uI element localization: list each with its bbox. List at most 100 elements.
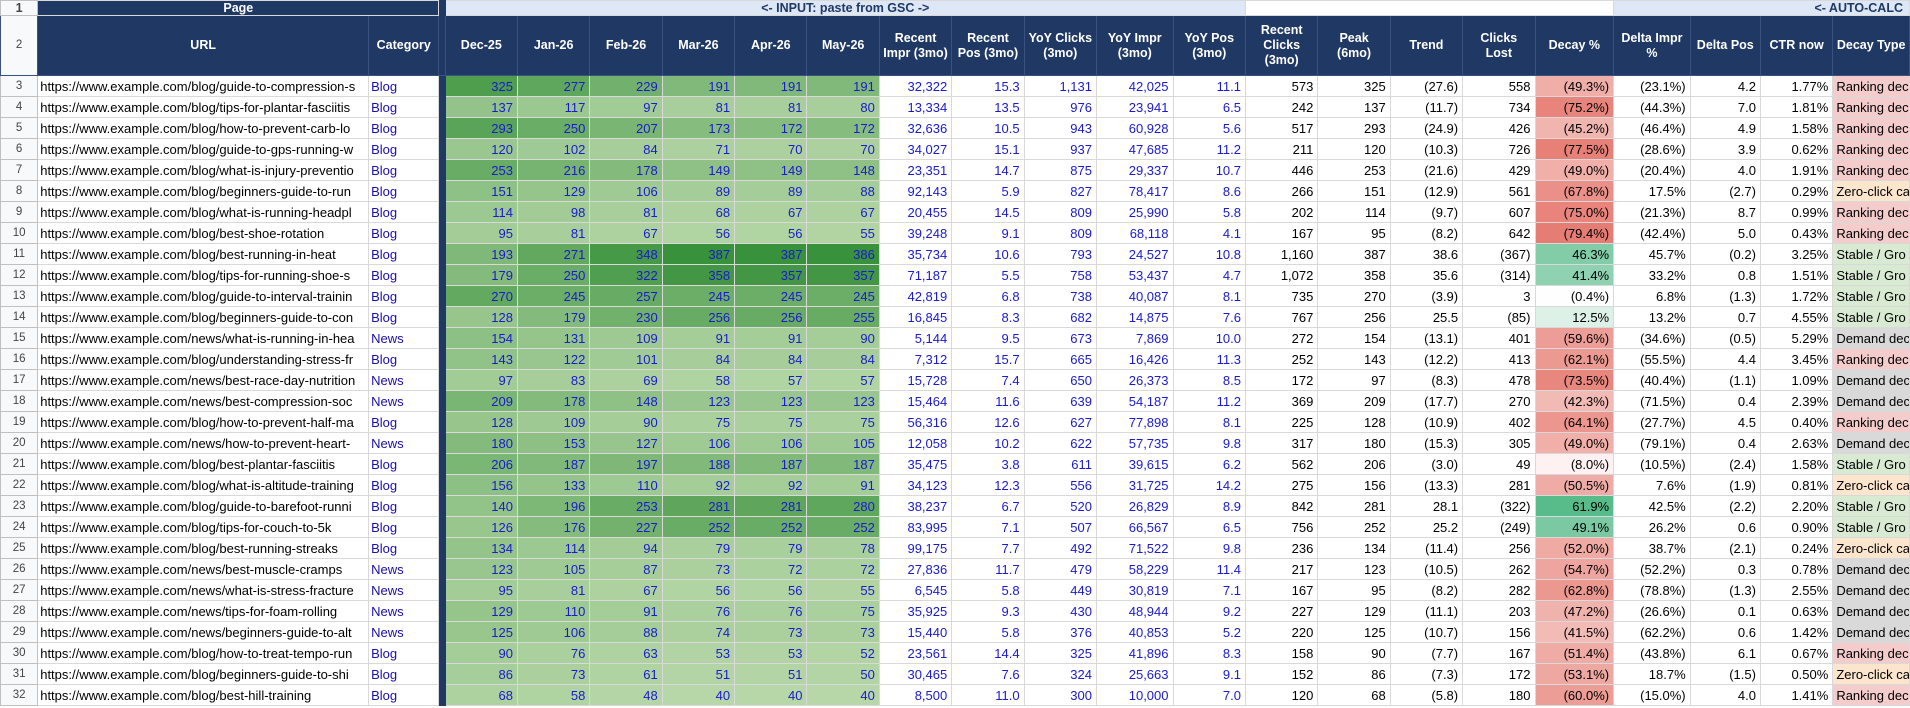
calc-tr-cell[interactable]: (11.1)	[1389, 600, 1464, 622]
month-clicks-cell[interactable]: 56	[734, 222, 808, 244]
month-clicks-cell[interactable]: 92	[734, 474, 808, 496]
input-rp-cell[interactable]: 15.7	[951, 348, 1025, 370]
calc-tr-cell[interactable]: 25.2	[1389, 516, 1464, 538]
month-clicks-cell[interactable]: 134	[444, 537, 518, 559]
decay-type-cell[interactable]: Ranking dec	[1832, 138, 1910, 160]
calc-ctr-cell[interactable]: 2.55%	[1759, 579, 1834, 601]
month-clicks-cell[interactable]: 180	[444, 432, 518, 454]
decay-percent-cell[interactable]: (52.0%)	[1534, 537, 1615, 559]
month-clicks-cell[interactable]: 67	[734, 201, 808, 223]
calc-cl-cell[interactable]: 429	[1462, 159, 1536, 181]
decay-type-cell[interactable]: Zero-click ca	[1832, 537, 1910, 559]
month-clicks-cell[interactable]: 109	[516, 411, 591, 433]
calc-dpos-cell[interactable]: 3.9	[1689, 138, 1761, 160]
category-cell[interactable]: Blog	[368, 264, 440, 286]
month-clicks-cell[interactable]: 229	[589, 75, 663, 97]
month-clicks-cell[interactable]: 129	[444, 600, 518, 622]
category-cell[interactable]: Blog	[368, 222, 440, 244]
input-rp-cell[interactable]: 8.3	[951, 306, 1025, 328]
input-rp-cell[interactable]: 6.7	[951, 495, 1025, 517]
month-clicks-cell[interactable]: 73	[661, 558, 736, 580]
decay-percent-cell[interactable]: (79.4%)	[1534, 222, 1615, 244]
input-rp-cell[interactable]: 6.8	[951, 285, 1025, 307]
input-ri-cell[interactable]: 20,455	[878, 201, 953, 223]
row-number[interactable]: 1	[0, 0, 39, 16]
input-rp-cell[interactable]: 5.5	[951, 264, 1025, 286]
decay-type-cell[interactable]: Ranking dec	[1832, 348, 1910, 370]
month-clicks-cell[interactable]: 106	[661, 432, 736, 454]
month-clicks-cell[interactable]: 72	[734, 558, 808, 580]
category-cell[interactable]: Blog	[368, 348, 440, 370]
url-cell[interactable]: https://www.example.com/blog/what-is-alt…	[37, 474, 370, 496]
input-yp-cell[interactable]: 9.8	[1172, 537, 1246, 559]
month-clicks-cell[interactable]: 172	[806, 117, 880, 139]
month-clicks-cell[interactable]: 253	[589, 495, 663, 517]
month-clicks-cell[interactable]: 252	[661, 516, 736, 538]
month-clicks-cell[interactable]: 280	[806, 495, 880, 517]
month-clicks-cell[interactable]: 75	[734, 411, 808, 433]
input-yp-cell[interactable]: 4.1	[1172, 222, 1246, 244]
calc-rc-cell[interactable]: 446	[1244, 159, 1319, 181]
row-number[interactable]: 7	[0, 159, 39, 181]
month-clicks-cell[interactable]: 387	[734, 243, 808, 265]
row-number[interactable]: 8	[0, 180, 39, 202]
month-clicks-cell[interactable]: 84	[806, 348, 880, 370]
input-yp-cell[interactable]: 11.1	[1172, 75, 1246, 97]
month-clicks-cell[interactable]: 230	[589, 306, 663, 328]
calc-pk-cell[interactable]: 68	[1317, 684, 1391, 706]
month-clicks-cell[interactable]: 176	[516, 516, 591, 538]
input-yp-cell[interactable]: 8.1	[1172, 285, 1246, 307]
input-yp-cell[interactable]: 9.2	[1172, 600, 1246, 622]
category-cell[interactable]: Blog	[368, 537, 440, 559]
month-clicks-cell[interactable]: 90	[806, 327, 880, 349]
calc-di-cell[interactable]: (43.8%)	[1613, 642, 1691, 664]
category-cell[interactable]: Blog	[368, 75, 440, 97]
input-yp-cell[interactable]: 8.5	[1172, 369, 1246, 391]
input-ri-cell[interactable]: 5,144	[878, 327, 953, 349]
input-ri-cell[interactable]: 56,316	[878, 411, 953, 433]
row-number[interactable]: 15	[0, 327, 39, 349]
calc-ctr-cell[interactable]: 0.63%	[1759, 600, 1834, 622]
month-clicks-cell[interactable]: 67	[806, 201, 880, 223]
calc-tr-cell[interactable]: (13.3)	[1389, 474, 1464, 496]
month-clicks-cell[interactable]: 173	[661, 117, 736, 139]
month-clicks-cell[interactable]: 106	[734, 432, 808, 454]
month-clicks-cell[interactable]: 101	[589, 348, 663, 370]
month-clicks-cell[interactable]: 57	[806, 369, 880, 391]
input-yi-cell[interactable]: 71,522	[1095, 537, 1174, 559]
input-rp-cell[interactable]: 10.6	[951, 243, 1025, 265]
calc-cl-cell[interactable]: 734	[1462, 96, 1536, 118]
url-cell[interactable]: https://www.example.com/blog/how-to-trea…	[37, 642, 370, 664]
month-clicks-cell[interactable]: 88	[806, 180, 880, 202]
month-clicks-cell[interactable]: 81	[589, 201, 663, 223]
calc-cl-cell[interactable]: 561	[1462, 180, 1536, 202]
month-clicks-cell[interactable]: 56	[734, 579, 808, 601]
input-yc-cell[interactable]: 1,131	[1023, 75, 1097, 97]
input-yi-cell[interactable]: 30,819	[1095, 579, 1174, 601]
input-ri-cell[interactable]: 35,475	[878, 453, 953, 475]
url-cell[interactable]: https://www.example.com/news/best-compre…	[37, 390, 370, 412]
decay-percent-cell[interactable]: 49.1%	[1534, 516, 1615, 538]
calc-ctr-cell[interactable]: 3.25%	[1759, 243, 1834, 265]
month-clicks-cell[interactable]: 53	[661, 642, 736, 664]
calc-di-cell[interactable]: (23.1%)	[1613, 75, 1691, 97]
input-yc-cell[interactable]: 665	[1023, 348, 1097, 370]
url-cell[interactable]: https://www.example.com/news/what-is-str…	[37, 579, 370, 601]
calc-di-cell[interactable]: (42.4%)	[1613, 222, 1691, 244]
month-clicks-cell[interactable]: 40	[734, 684, 808, 706]
calc-rc-cell[interactable]: 167	[1244, 579, 1319, 601]
calc-dpos-cell[interactable]: 0.6	[1689, 516, 1761, 538]
calc-ctr-cell[interactable]: 1.58%	[1759, 117, 1834, 139]
month-clicks-cell[interactable]: 73	[516, 663, 591, 685]
calc-pk-cell[interactable]: 125	[1317, 621, 1391, 643]
month-clicks-cell[interactable]: 75	[806, 411, 880, 433]
calc-ctr-cell[interactable]: 1.81%	[1759, 96, 1834, 118]
calc-ctr-cell[interactable]: 0.67%	[1759, 642, 1834, 664]
input-yi-cell[interactable]: 25,990	[1095, 201, 1174, 223]
decay-percent-cell[interactable]: 12.5%	[1534, 306, 1615, 328]
category-cell[interactable]: News	[368, 327, 440, 349]
calc-di-cell[interactable]: (52.2%)	[1613, 558, 1691, 580]
calc-ctr-cell[interactable]: 2.39%	[1759, 390, 1834, 412]
row-number[interactable]: 32	[0, 684, 39, 706]
input-rp-cell[interactable]: 14.5	[951, 201, 1025, 223]
